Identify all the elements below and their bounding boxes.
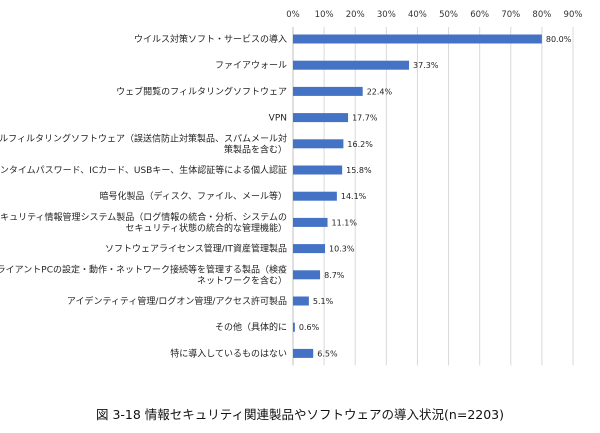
category-label-line: 策製品を含む） (224, 143, 287, 155)
data-label: 16.2% (347, 140, 373, 149)
category-label: クライアントPCの設定・動作・ネットワーク接続等を管理する製品（検疫ネットワーク… (0, 263, 287, 286)
category-label-line: ウイルス対策ソフト・サービスの導入 (134, 33, 287, 45)
category-label-line: ワンタイムパスワード、ICカード、USBキー、生体認証等による個人認証 (0, 164, 287, 176)
category-label-line: その他（具体的に (215, 321, 287, 333)
category-label-line: アイデンティティ管理/ログオン管理/アクセス許可製品 (67, 295, 287, 307)
tick-label: 60% (470, 10, 489, 20)
category-label: VPN (269, 114, 287, 124)
bar (293, 322, 295, 332)
data-label: 6.5% (317, 349, 338, 358)
data-label: 15.8% (346, 166, 372, 175)
category-label-line: ウェブ閲覧のフィルタリングソフトウェア (116, 85, 287, 97)
data-label: 37.3% (413, 61, 439, 70)
tick-label: 10% (315, 10, 334, 20)
data-label: 80.0% (546, 35, 572, 44)
bar (293, 348, 314, 358)
category-label: その他（具体的に (215, 321, 287, 333)
category-label-line: 特に導入しているものはない (170, 347, 287, 359)
tick-label: 80% (532, 10, 551, 20)
category-label-line: ネットワークを含む） (197, 274, 287, 286)
figure-caption: 図 3-18 情報セキュリティ関連製品やソフトウェアの導入状況(n=2203) (95, 407, 505, 422)
category-label-line: クライアントPCの設定・動作・ネットワーク接続等を管理する製品（検疫 (0, 263, 287, 275)
bar (293, 217, 328, 227)
bar (293, 296, 309, 306)
category-label: 特に導入しているものはない (170, 347, 287, 359)
category-label: ウイルス対策ソフト・サービスの導入 (134, 33, 287, 45)
tick-label: 50% (439, 10, 458, 20)
bar (293, 270, 321, 280)
bar (293, 191, 337, 201)
tick-label: 70% (501, 10, 520, 20)
bar (293, 244, 326, 254)
tick-label: 90% (564, 10, 583, 20)
bar (293, 165, 343, 175)
bar (293, 34, 542, 44)
category-label: 暗号化製品（ディスク、ファイル、メール等） (99, 190, 287, 202)
category-label: ウェブ閲覧のフィルタリングソフトウェア (116, 85, 287, 97)
bar-chart: 0% 10% 20% 30% 40% 50% 60% 70% 80% 90% 80.0% ウイルス対策… (0, 10, 583, 366)
data-label: 11.1% (332, 218, 358, 227)
bar (293, 86, 363, 96)
data-label: 0.6% (299, 323, 320, 332)
bar (293, 113, 349, 123)
data-label: 5.1% (313, 297, 334, 306)
category-label-line: ソフトウェアライセンス管理/IT資産管理製品 (105, 243, 287, 255)
category-label: ワンタイムパスワード、ICカード、USBキー、生体認証等による個人認証 (0, 164, 287, 176)
category-label-line: ファイアウォール (215, 60, 287, 71)
data-label: 8.7% (324, 271, 345, 280)
tick-label: 40% (408, 10, 427, 20)
category-label: セキュリティ情報管理システム製品（ログ情報の統合・分析、システムのセキュリティ状… (0, 211, 287, 234)
category-label-line: 暗号化製品（ディスク、ファイル、メール等） (99, 190, 287, 202)
category-label: ファイアウォール (215, 60, 287, 71)
tick-label: 0% (286, 10, 300, 20)
category-label: メールフィルタリングソフトウェア（誤送信防止対策製品、スパムメール対策製品を含む… (0, 132, 287, 155)
bar (293, 60, 410, 70)
category-label-line: セキュリティ情報管理システム製品（ログ情報の統合・分析、システムの (0, 211, 287, 223)
category-label-line: メールフィルタリングソフトウェア（誤送信防止対策製品、スパムメール対 (0, 132, 287, 144)
tick-label: 30% (377, 10, 396, 20)
category-label: アイデンティティ管理/ログオン管理/アクセス許可製品 (67, 295, 287, 307)
category-label: ソフトウェアライセンス管理/IT資産管理製品 (105, 243, 287, 255)
category-label-line: セキュリティ状態の統合的な管理機能） (126, 222, 287, 234)
data-label: 14.1% (341, 192, 367, 201)
bar (293, 139, 344, 149)
data-label: 10.3% (329, 245, 355, 254)
data-label: 17.7% (352, 114, 378, 123)
data-label: 22.4% (367, 87, 393, 96)
tick-label: 20% (346, 10, 365, 20)
category-label-line: VPN (269, 114, 287, 124)
